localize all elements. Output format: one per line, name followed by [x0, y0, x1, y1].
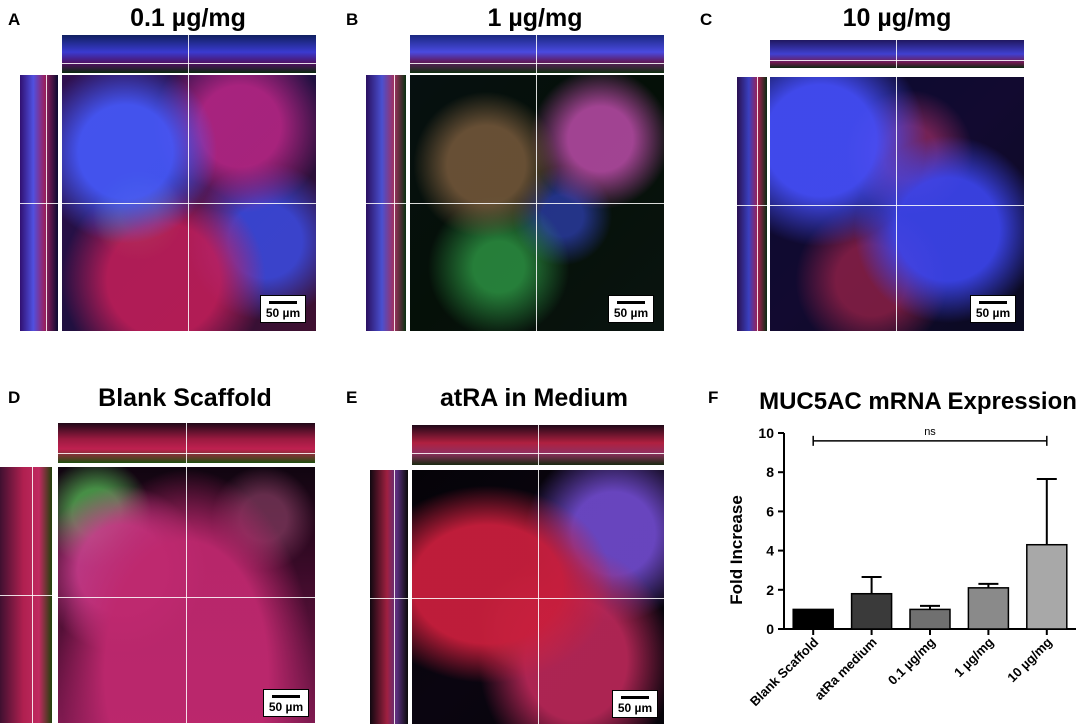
panel-a-yz-slice — [20, 75, 58, 331]
panel-b-letter: B — [346, 10, 359, 29]
bar — [792, 608, 834, 630]
y-tick-label: 2 — [766, 582, 774, 598]
panel-c-yz-slice — [737, 77, 767, 331]
panel-a-scale-bar: 50 µm — [260, 295, 306, 323]
bar — [850, 592, 893, 630]
panel-e-micrograph: 50 µm — [412, 470, 664, 724]
panel-a-title: 0.1 µg/mg — [130, 4, 246, 32]
panel-e-title: atRA in Medium — [440, 384, 628, 412]
muc5ac-bar-chart: MUC5AC mRNA Expression Fold Increase 0 2 4… — [727, 388, 1077, 709]
panel-e-scale-bar: 50 µm — [612, 690, 658, 718]
significance-label: ns — [924, 426, 936, 438]
x-tick-label: 1 µg/mg — [951, 634, 997, 680]
panel-d-title: Blank Scaffold — [98, 384, 272, 412]
panel-d-xz-slice — [58, 423, 315, 463]
panel-b-title: 1 µg/mg — [487, 4, 583, 32]
panel-c-scale-bar: 50 µm — [970, 295, 1016, 323]
x-tick-label: Blank Scaffold — [747, 634, 821, 708]
panel-d-scale-bar: 50 µm — [263, 689, 309, 717]
panel-e-letter: E — [346, 388, 358, 407]
panel-c-micrograph: 50 µm — [770, 77, 1024, 331]
y-tick-label: 10 — [758, 425, 774, 441]
panel-b-xz-slice — [410, 35, 664, 73]
panel-f-letter: F — [708, 388, 719, 407]
x-tick-label: atRa medium — [811, 635, 879, 703]
panel-c-title: 10 µg/mg — [842, 4, 952, 32]
panel-a-xz-slice — [62, 35, 316, 73]
panel-e-yz-slice — [370, 470, 408, 724]
panel-b-micrograph: 50 µm — [410, 75, 664, 331]
bar — [909, 608, 951, 630]
panel-c-letter: C — [700, 10, 713, 29]
panel-d-micrograph: 50 µm — [58, 467, 315, 723]
y-tick-label: 8 — [766, 464, 774, 480]
y-tick-label: 6 — [766, 503, 774, 519]
panel-c-xz-slice — [770, 40, 1024, 68]
x-tick-label: 10 µg/mg — [1004, 634, 1055, 685]
panel-d-yz-slice — [0, 467, 52, 723]
bar — [967, 587, 1010, 630]
bar — [1026, 543, 1068, 630]
panel-e-xz-slice — [412, 425, 664, 465]
y-tick-label: 0 — [766, 621, 774, 637]
x-tick-label: 0.1 µg/mg — [885, 634, 938, 687]
panel-b-yz-slice — [366, 75, 406, 331]
panel-a-micrograph: 50 µm — [62, 75, 316, 331]
y-tick-label: 4 — [766, 543, 774, 559]
y-axis-label: Fold Increase — [727, 495, 746, 605]
panel-a-letter: A — [8, 10, 21, 29]
chart-title: MUC5AC mRNA Expression — [759, 388, 1077, 415]
panel-d-letter: D — [8, 388, 21, 407]
panel-b-scale-bar: 50 µm — [608, 295, 654, 323]
